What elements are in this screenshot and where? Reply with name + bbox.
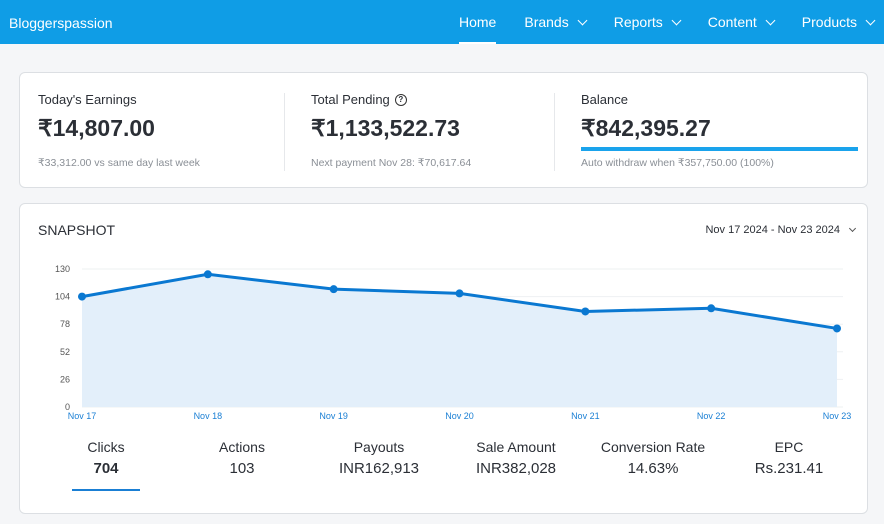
chevron-down-icon (765, 15, 776, 25)
chevron-down-icon (577, 15, 588, 25)
stat-label: Balance (581, 92, 628, 107)
metric-clicks[interactable]: Clicks 704 (41, 439, 171, 491)
progress-fill (581, 147, 858, 151)
data-point (329, 285, 338, 294)
data-point (455, 289, 464, 298)
nav-content[interactable]: Content (694, 0, 788, 44)
nav-menu: Home Brands Reports Content Products (445, 0, 884, 44)
y-tick-label: 0 (65, 402, 70, 412)
nav-label: Content (707, 14, 757, 30)
top-nav: Bloggerspassion Home Brands Reports Cont… (0, 0, 884, 44)
metric-value: INR162,913 (338, 460, 420, 477)
brand-logo[interactable]: Bloggerspassion (9, 15, 113, 31)
metric-label: Payouts (353, 439, 405, 455)
stat-value: ₹842,395.27 (581, 115, 711, 141)
metric-actions[interactable]: Actions 103 (177, 439, 307, 477)
y-tick-label: 78 (60, 319, 70, 329)
question-circle-icon[interactable]: ? (394, 93, 407, 106)
stat-sub: Auto withdraw when ₹357,750.00 (100%) (581, 157, 774, 169)
nav-label: Reports (613, 14, 663, 30)
stat-sub: Next payment Nov 28: ₹70,617.64 (311, 157, 472, 169)
chevron-down-icon (865, 15, 876, 25)
nav-reports[interactable]: Reports (600, 0, 694, 44)
stat-sub: ₹33,312.00 vs same day last week (38, 157, 200, 169)
metric-value: INR382,028 (475, 460, 557, 477)
metric-label: Actions (219, 439, 265, 455)
data-point (707, 304, 716, 313)
nav-label: Home (459, 14, 497, 30)
metric-payouts[interactable]: Payouts INR162,913 (314, 439, 444, 477)
x-tick-label: Nov 20 (445, 411, 474, 421)
nav-label: Products (801, 14, 858, 30)
metric-label: EPC (774, 439, 804, 455)
stat-value: ₹14,807.00 (38, 115, 155, 141)
stat-label-text: Total Pending (311, 92, 390, 107)
nav-brands[interactable]: Brands (510, 0, 599, 44)
x-tick-label: Nov 21 (571, 411, 600, 421)
y-tick-label: 104 (55, 292, 70, 302)
stat-label: Total Pending? (311, 92, 407, 107)
metric-value: 103 (229, 460, 255, 477)
x-tick-label: Nov 23 (823, 411, 852, 421)
y-tick-label: 26 (60, 374, 70, 384)
y-tick-label: 130 (55, 264, 70, 274)
chevron-down-icon (671, 15, 682, 25)
metric-value: 14.63% (627, 460, 679, 477)
metric-epc[interactable]: EPC Rs.231.41 (724, 439, 854, 477)
data-point (203, 270, 212, 279)
metric-label: Conversion Rate (600, 439, 706, 455)
divider (554, 93, 555, 171)
x-tick-label: Nov 19 (319, 411, 348, 421)
x-tick-label: Nov 22 (697, 411, 726, 421)
date-range-picker[interactable]: Nov 17 2024 - Nov 23 2024 (705, 224, 857, 236)
metric-sale-amount[interactable]: Sale Amount INR382,028 (451, 439, 581, 477)
metric-tabs: Clicks 704 Actions 103 Payouts INR162,913 S… (38, 439, 858, 499)
divider (284, 93, 285, 171)
metric-label: Sale Amount (476, 439, 556, 455)
summary-card: Today's Earnings ₹14,807.00 ₹33,312.00 v… (19, 72, 868, 188)
data-point (833, 324, 841, 333)
x-tick-label: Nov 18 (194, 411, 223, 421)
y-tick-label: 52 (60, 347, 70, 357)
balance-progress-bar (581, 147, 858, 151)
nav-label: Brands (524, 14, 569, 30)
snapshot-chart: 0 26 52 78 104 130 Nov 17 Nov 18 Nov 19 Nov 20 Nov… (55, 264, 852, 421)
data-point (581, 307, 590, 316)
nav-products[interactable]: Products (788, 0, 884, 44)
stat-value: ₹1,133,522.73 (311, 115, 460, 141)
metric-conversion-rate[interactable]: Conversion Rate 14.63% (588, 439, 718, 477)
metric-label: Clicks (87, 439, 125, 455)
nav-home[interactable]: Home (445, 0, 510, 44)
date-range-label: Nov 17 2024 - Nov 23 2024 (705, 224, 840, 236)
data-point (78, 292, 86, 301)
snapshot-title: SNAPSHOT (38, 222, 116, 238)
metric-value: 704 (93, 460, 119, 477)
snapshot-card: SNAPSHOT Nov 17 2024 - Nov 23 2024 0 26 52… (19, 203, 868, 514)
x-tick-label: Nov 17 (68, 411, 97, 421)
area-fill (82, 274, 837, 407)
metric-value: Rs.231.41 (754, 460, 824, 477)
stat-label: Today's Earnings (38, 92, 137, 107)
